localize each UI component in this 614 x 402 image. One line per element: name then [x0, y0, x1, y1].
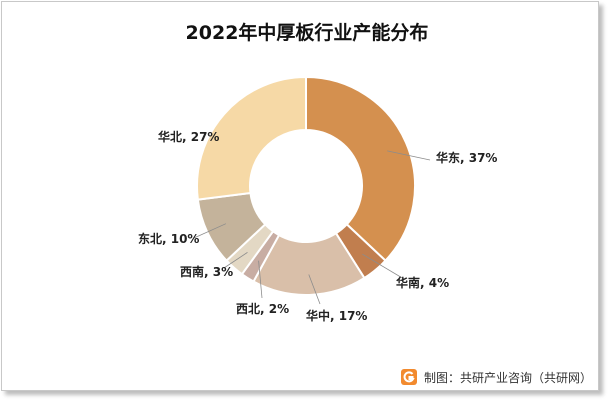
leader-line-华东 [387, 150, 431, 161]
slice-华北 [196, 75, 307, 201]
data-label-西北: 西北, 2% [236, 301, 289, 316]
leader-line-西北 [258, 260, 263, 299]
data-label-西南: 西南, 3% [180, 264, 233, 279]
slice-华东 [305, 75, 416, 263]
leader-line-华南 [362, 253, 405, 280]
chart-title: 2022年中厚板行业产能分布 [185, 22, 429, 44]
source-text: 制图：共研产业咨询（共研网） [423, 370, 592, 385]
data-label-华南: 华南, 4% [396, 275, 449, 290]
brand-logo-icon [400, 369, 417, 385]
leader-line-西南 [223, 252, 248, 269]
source-footer: 制图：共研产业咨询（共研网） [400, 368, 592, 386]
data-label-华东: 华东, 37% [436, 150, 497, 165]
chart-frame [1, 1, 599, 391]
leader-line-华中 [308, 274, 321, 305]
leader-line-东北 [193, 223, 227, 239]
data-label-华中: 华中, 17% [306, 308, 367, 323]
data-label-东北: 东北, 10% [138, 231, 199, 246]
data-label-华北: 华北, 27% [158, 129, 219, 144]
